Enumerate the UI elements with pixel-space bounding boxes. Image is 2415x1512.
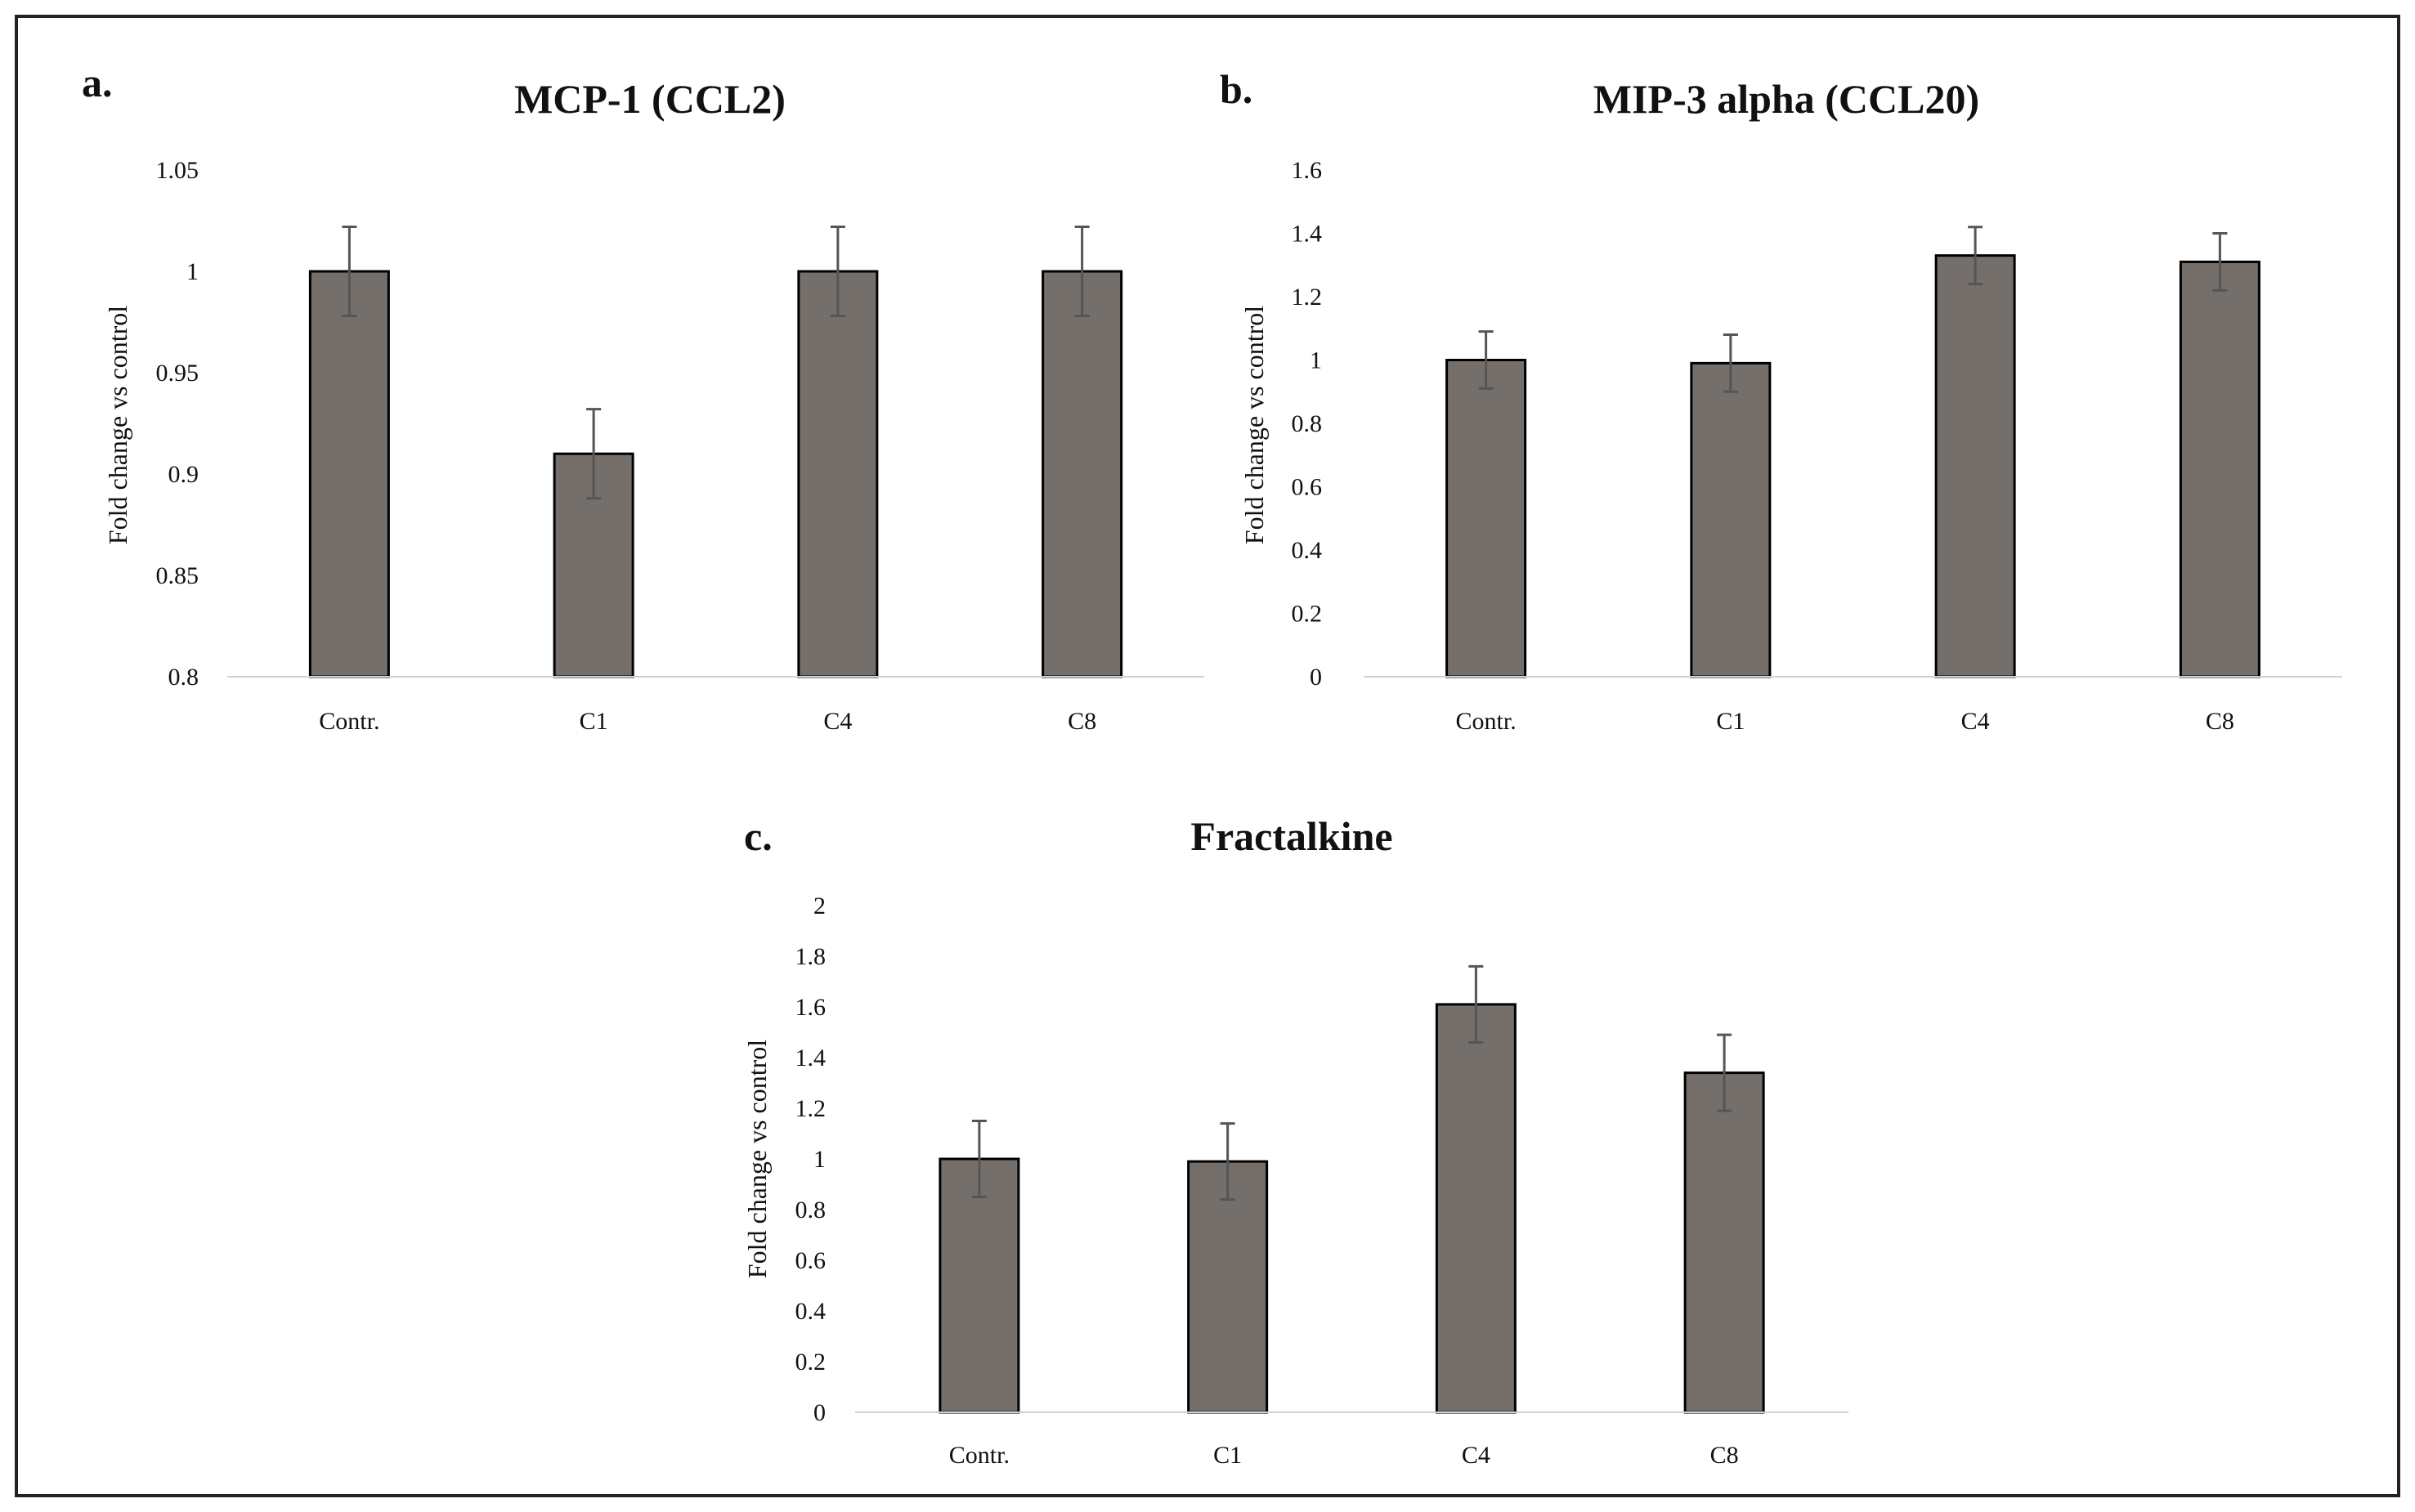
- panel-c-bar: [1435, 1003, 1517, 1414]
- panel-a-category-label: C4: [823, 708, 852, 735]
- panel-b-ytick-label: 0.8: [1292, 410, 1323, 437]
- panel-c-ytick-label: 1.4: [795, 1045, 827, 1071]
- panel-b-category-label: Contr.: [1456, 708, 1517, 735]
- panel-c-letter: c.: [744, 813, 773, 859]
- panel-b-error-bar: [1968, 226, 1983, 285]
- panel-b-error-bar: [1723, 333, 1738, 393]
- panel-c-ytick-label: 2: [813, 892, 826, 919]
- panel-a-ytick-label: 0.85: [156, 562, 199, 589]
- panel-a-ytick-label: 0.9: [168, 461, 199, 488]
- panel-c-ytick-label: 1: [813, 1146, 826, 1173]
- panel-b-error-bar: [1478, 330, 1494, 390]
- chart-panel-c: c. Fractalkine Fold change vs control 00…: [742, 813, 1848, 1469]
- panel-b-ytick-label: 0.2: [1292, 601, 1323, 628]
- panel-b-ytick-label: 0: [1310, 664, 1322, 691]
- panel-c-category-label: Contr.: [949, 1442, 1010, 1469]
- panel-b-ytick-label: 0.6: [1292, 474, 1323, 501]
- panel-a-ylabel: Fold change vs control: [103, 306, 132, 545]
- panel-c-category-label: C4: [1462, 1442, 1490, 1469]
- panel-c-bar: [1187, 1160, 1269, 1414]
- panel-a-category-label: C8: [1068, 708, 1096, 735]
- panel-a-bar: [1042, 270, 1123, 678]
- panel-b-ytick-label: 1.2: [1292, 284, 1323, 311]
- panel-a-error-bar: [342, 225, 357, 318]
- panel-a-error-bar: [1074, 225, 1090, 318]
- panel-a-plot-area: 0.8 0.85 0.9 0.95 1 1.05 Contr. C1 C4 C8: [156, 157, 1204, 735]
- panel-b-plot-area: 0 0.2 0.4 0.6 0.8 1 1.2 1.4 1.6 Contr. C1 C4 C8: [1292, 157, 2342, 735]
- panel-c-ytick-label: 0.8: [795, 1197, 827, 1223]
- panel-c-ytick-label: 1.2: [795, 1095, 827, 1122]
- panel-c-ylabel: Fold change vs control: [742, 1040, 772, 1279]
- panel-c-error-bar: [1220, 1122, 1235, 1201]
- chart-panel-b: b. MIP-3 alpha (CCL20) Fold change vs co…: [1220, 66, 2342, 735]
- panel-a-letter: a.: [82, 60, 113, 105]
- panel-c-bar: [1683, 1071, 1765, 1414]
- panel-c-ytick-label: 0: [813, 1399, 826, 1426]
- panel-c-error-bar: [1717, 1033, 1732, 1112]
- panel-a-ytick-label: 1: [186, 258, 199, 285]
- panel-a-title: MCP-1 (CCL2): [514, 76, 786, 122]
- panel-c-title: Fractalkine: [1190, 813, 1392, 859]
- panel-b-category-label: C4: [1961, 708, 1990, 735]
- panel-b-error-bar: [2212, 232, 2228, 292]
- panel-c-ytick-label: 0.6: [795, 1247, 827, 1274]
- panel-b-ytick-label: 1.4: [1292, 221, 1323, 248]
- panel-a-error-bar: [586, 408, 602, 500]
- panel-b-title: MIP-3 alpha (CCL20): [1593, 76, 1979, 122]
- panel-c-plot-area: 0 0.2 0.4 0.6 0.8 1 1.2 1.4 1.6 1.8 2 Contr. C1 C4 C8: [795, 892, 1848, 1469]
- panel-a-bar: [797, 270, 879, 678]
- panel-c-category-label: C1: [1213, 1442, 1242, 1469]
- panel-c-ytick-label: 0.4: [795, 1298, 827, 1325]
- panel-c-error-bar: [1468, 964, 1484, 1044]
- panel-c-error-bar: [971, 1120, 987, 1198]
- panel-a-category-label: Contr.: [319, 708, 379, 735]
- panel-b-bar: [1934, 254, 2016, 678]
- panel-b-ytick-label: 0.4: [1292, 537, 1323, 564]
- panel-b-bar: [1690, 361, 1772, 678]
- panel-c-ytick-label: 0.2: [795, 1349, 827, 1376]
- panel-a-ytick-label: 0.8: [168, 664, 199, 691]
- panel-b-ytick-label: 1.6: [1292, 157, 1323, 184]
- chart-panel-a: a. MCP-1 (CCL2) Fold change vs control 0…: [82, 60, 1204, 735]
- panel-a-error-bar: [830, 225, 845, 318]
- panel-a-category-label: C1: [580, 708, 608, 735]
- panel-c-ytick-label: 1.6: [795, 994, 827, 1021]
- panel-c-ytick-label: 1.8: [795, 943, 827, 970]
- panel-c-category-label: C8: [1710, 1442, 1739, 1469]
- panel-b-category-label: C1: [1716, 708, 1745, 735]
- panel-b-bar: [1445, 359, 1527, 678]
- panel-b-ylabel: Fold change vs control: [1239, 306, 1269, 545]
- panel-b-category-label: C8: [2206, 708, 2234, 735]
- panel-a-ytick-label: 1.05: [156, 157, 199, 184]
- panel-b-letter: b.: [1220, 66, 1252, 112]
- panel-a-bar: [308, 270, 390, 678]
- panel-b-bar: [2179, 260, 2260, 678]
- panel-b-ytick-label: 1: [1310, 347, 1322, 374]
- panel-a-ytick-label: 0.95: [156, 360, 199, 387]
